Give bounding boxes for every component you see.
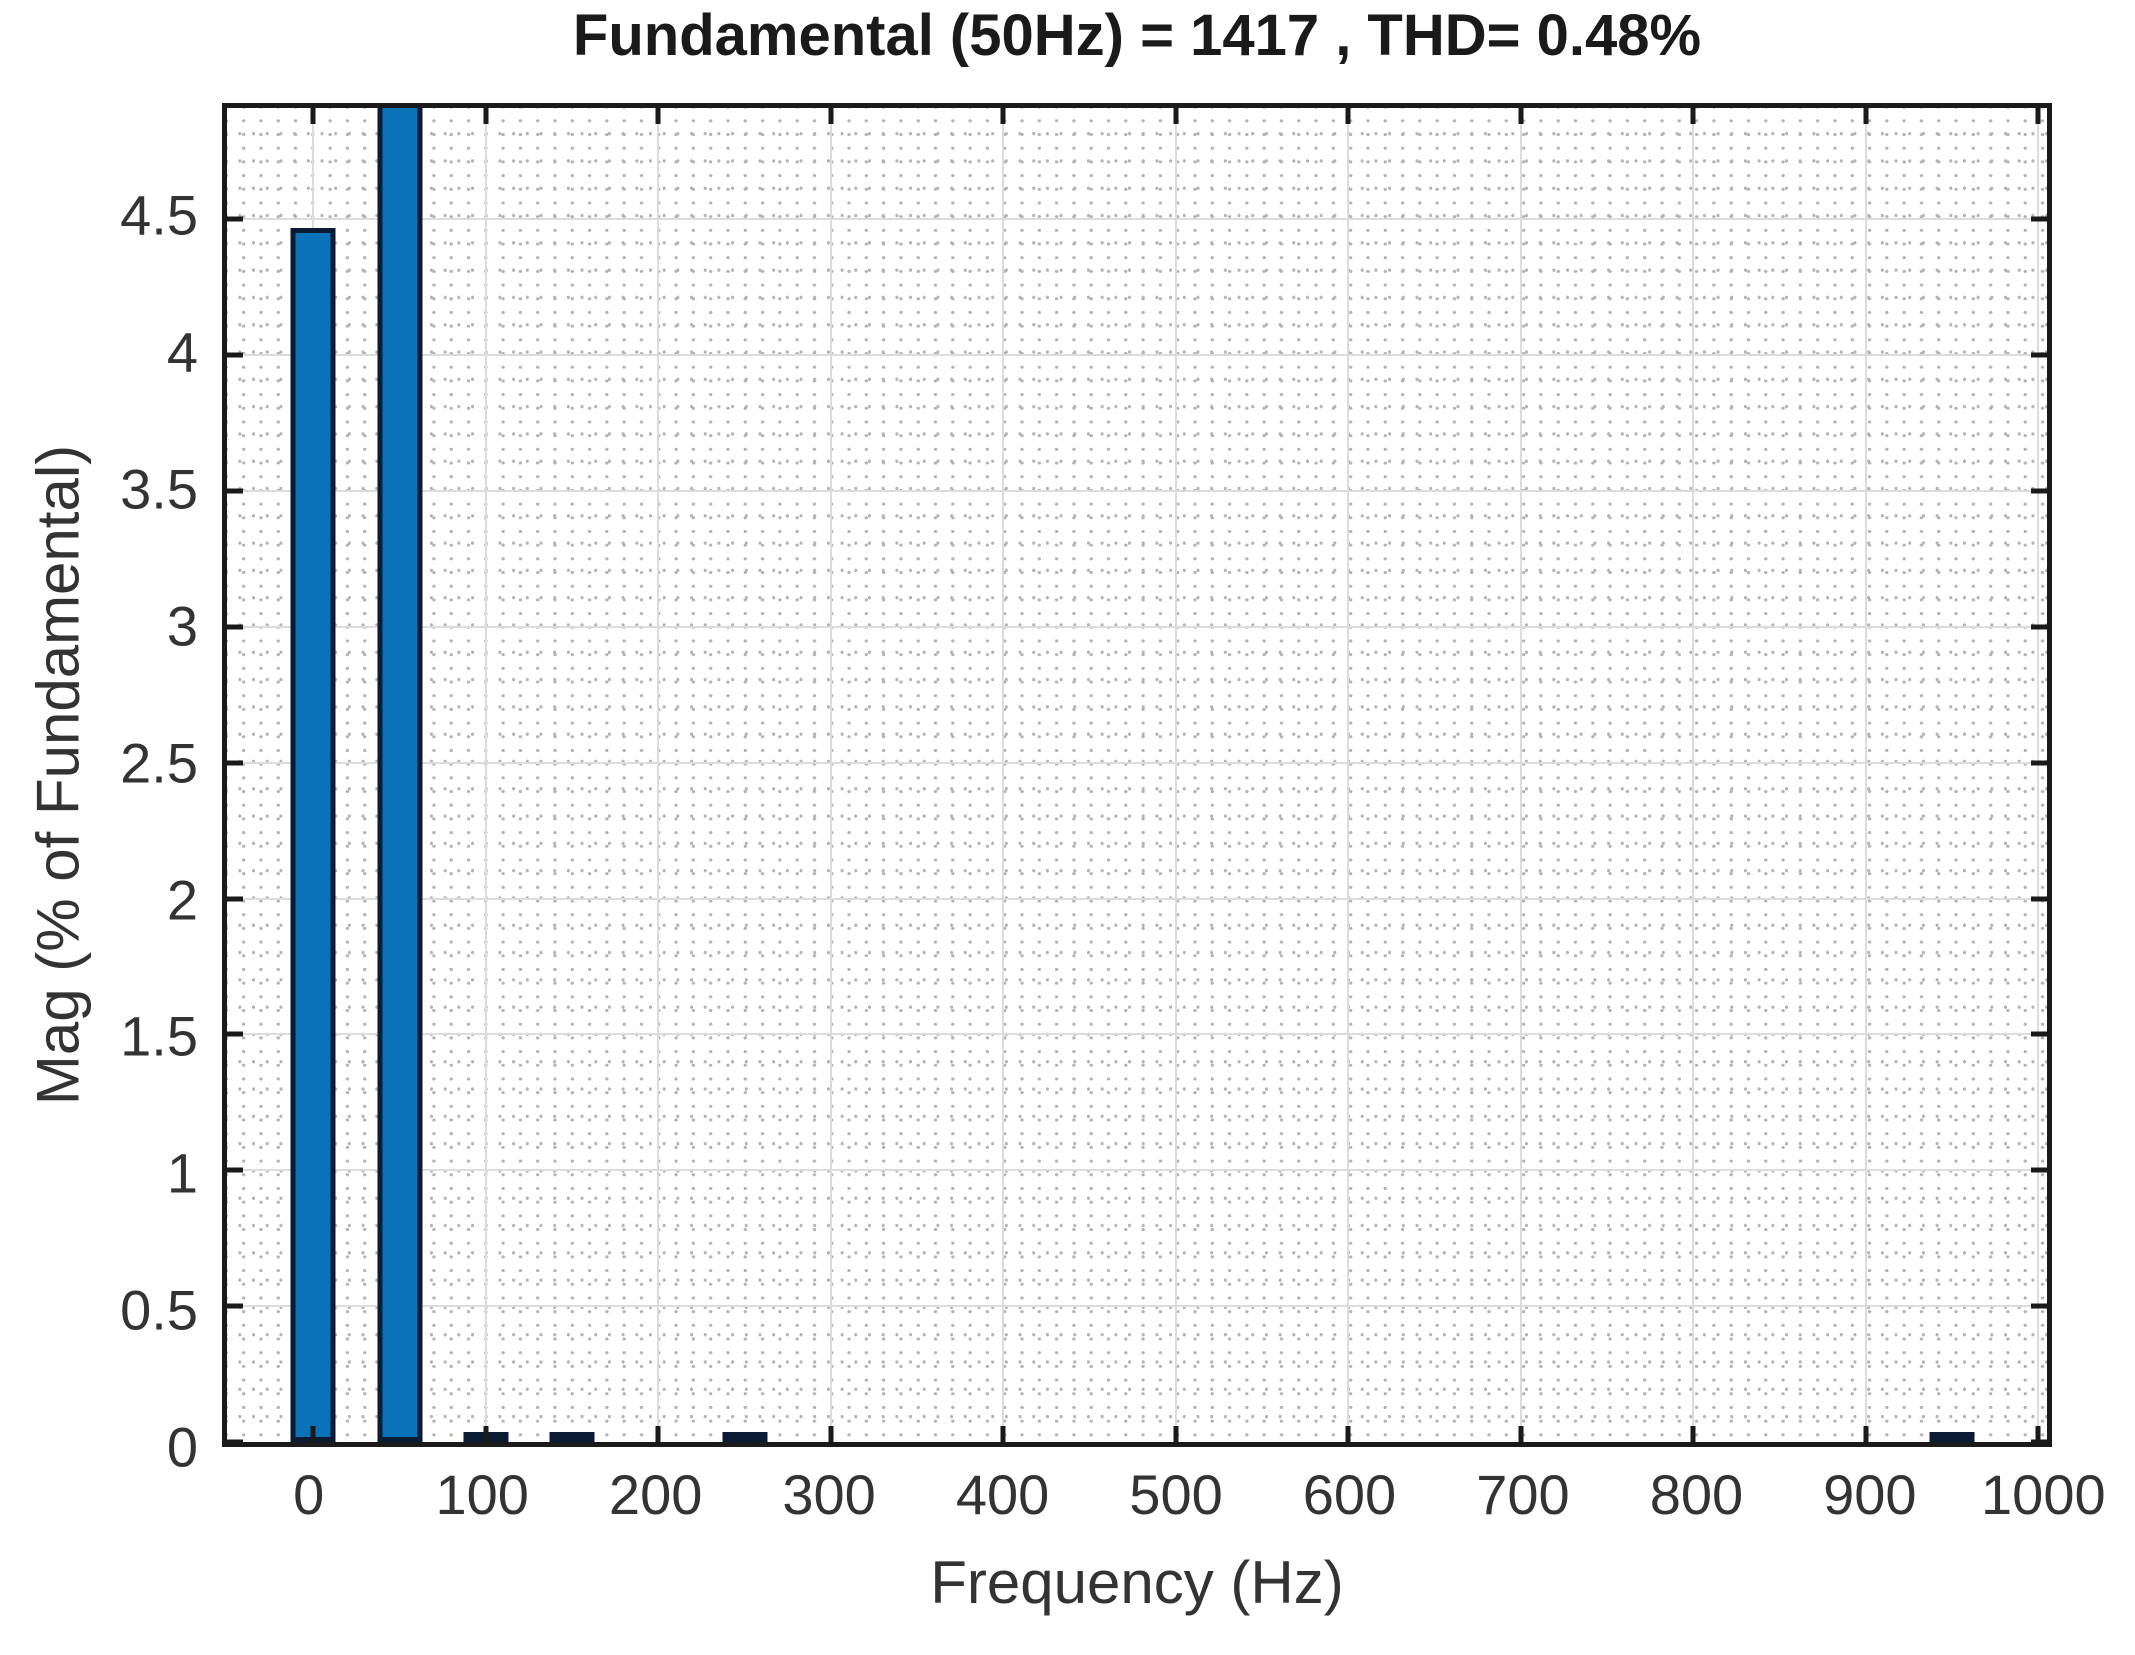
y-tick-label: 2 xyxy=(166,868,198,932)
y-tick-mark xyxy=(227,624,243,630)
x-tick-mark-top xyxy=(1000,108,1006,124)
x-gridline xyxy=(1002,108,1005,1442)
x-tick-label: 0 xyxy=(293,1463,325,1526)
x-tick-label: 700 xyxy=(1476,1463,1570,1526)
y-gridline xyxy=(227,625,2047,628)
y-tick-mark-right xyxy=(2031,1439,2047,1442)
x-tick-mark xyxy=(1000,1426,1006,1442)
y-tick-mark xyxy=(227,896,243,902)
y-tick-mark xyxy=(227,352,243,358)
y-tick-mark-right xyxy=(2031,1031,2047,1037)
y-tick-mark-right xyxy=(2031,488,2047,494)
y-tick-label: 0.5 xyxy=(120,1278,198,1342)
x-tick-mark-top xyxy=(310,108,316,124)
y-tick-mark-right xyxy=(2031,760,2047,766)
x-tick-mark-top xyxy=(1345,108,1351,124)
x-tick-label: 100 xyxy=(435,1463,529,1526)
y-gridline xyxy=(227,490,2047,493)
x-tick-mark xyxy=(1173,1426,1179,1442)
y-axis-tick-labels: 0 0.5 1 1.5 2 2.5 3 3.5 4 4.5 xyxy=(0,103,198,1479)
y-tick-label: 1.5 xyxy=(120,1004,198,1068)
y-tick-mark xyxy=(227,1031,243,1037)
harmonic-bar xyxy=(377,108,422,1442)
y-tick-mark-right xyxy=(2031,896,2047,902)
harmonic-bar xyxy=(1929,1432,1975,1442)
x-tick-mark-top xyxy=(483,108,489,124)
harmonic-bar xyxy=(290,227,336,1442)
x-gridline xyxy=(1174,108,1177,1442)
y-tick-label: 0 xyxy=(166,1415,198,1479)
y-tick-mark-right xyxy=(2031,216,2047,222)
x-tick-mark xyxy=(310,1426,316,1442)
x-tick-mark-top xyxy=(828,108,834,124)
x-tick-mark xyxy=(1690,1426,1696,1442)
x-gridline xyxy=(2037,108,2040,1442)
y-gridline xyxy=(227,897,2047,900)
x-tick-label: 300 xyxy=(782,1463,876,1526)
x-tick-mark-top xyxy=(655,108,661,124)
x-tick-mark xyxy=(1518,1426,1524,1442)
x-gridline xyxy=(1692,108,1695,1442)
x-tick-label: 200 xyxy=(608,1463,703,1526)
y-tick-mark xyxy=(227,216,243,222)
y-tick-mark-right xyxy=(2031,352,2047,358)
x-gridline xyxy=(484,108,487,1442)
x-axis-label: Frequency (Hz) xyxy=(930,1549,1344,1616)
y-tick-mark xyxy=(227,1303,243,1309)
chart-title: Fundamental (50Hz) = 1417 , THD= 0.48% xyxy=(572,3,1702,68)
x-tick-mark-top xyxy=(1690,108,1696,124)
x-axis-tick-labels: 0 100 200 300 400 500 600 700 800 900 1000 xyxy=(222,1462,2105,1532)
x-tick-label: 1000 xyxy=(1981,1463,2106,1526)
x-gridline xyxy=(829,108,832,1442)
y-tick-mark xyxy=(227,1439,243,1442)
y-tick-label: 1 xyxy=(166,1141,198,1205)
harmonic-bar xyxy=(549,1432,595,1442)
y-tick-mark xyxy=(227,488,243,494)
x-gridline xyxy=(1864,108,1867,1442)
x-tick-label: 800 xyxy=(1649,1463,1744,1526)
x-tick-mark-top xyxy=(1173,108,1179,124)
x-gridline xyxy=(1347,108,1350,1442)
x-tick-mark xyxy=(1863,1426,1869,1442)
y-tick-label: 3 xyxy=(166,594,198,658)
x-gridline xyxy=(657,108,660,1442)
x-tick-mark-top xyxy=(2035,108,2041,124)
x-tick-mark-top xyxy=(1863,108,1869,124)
y-axis-label: Mag (% of Fundamental) xyxy=(24,444,92,1106)
x-tick-mark xyxy=(1345,1426,1351,1442)
x-tick-label: 500 xyxy=(1129,1463,1223,1526)
y-tick-mark xyxy=(227,760,243,766)
y-gridline xyxy=(227,761,2047,764)
y-tick-label: 3.5 xyxy=(120,457,198,521)
x-tick-mark xyxy=(483,1426,489,1442)
x-tick-label: 900 xyxy=(1823,1463,1917,1526)
y-gridline xyxy=(227,1033,2047,1036)
y-gridline xyxy=(227,1305,2047,1308)
x-tick-mark xyxy=(655,1426,661,1442)
y-tick-mark-right xyxy=(2031,1167,2047,1173)
x-gridline xyxy=(1519,108,1522,1442)
y-tick-mark-right xyxy=(2031,1303,2047,1309)
x-tick-label: 600 xyxy=(1302,1463,1397,1526)
y-tick-label: 4 xyxy=(166,320,198,384)
y-tick-mark xyxy=(227,1167,243,1173)
x-tick-mark xyxy=(2035,1426,2041,1442)
harmonic-bar xyxy=(722,1432,768,1442)
x-tick-mark-top xyxy=(1518,108,1524,124)
x-tick-label: 400 xyxy=(955,1463,1050,1526)
y-gridline xyxy=(227,1169,2047,1172)
y-gridline xyxy=(227,218,2047,221)
y-tick-mark-right xyxy=(2031,624,2047,630)
y-tick-label: 4.5 xyxy=(120,183,198,247)
plot-area xyxy=(222,103,2052,1447)
x-tick-mark xyxy=(828,1426,834,1442)
y-tick-label: 2.5 xyxy=(120,731,198,795)
y-gridline xyxy=(227,354,2047,357)
